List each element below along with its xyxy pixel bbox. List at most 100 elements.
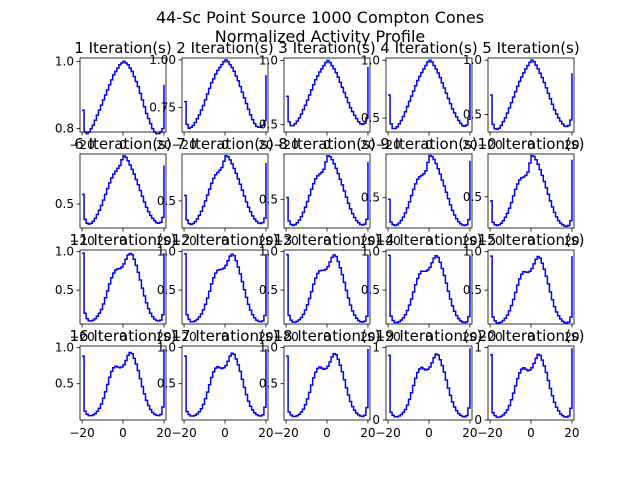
panel-17-ytick-label: 0.5 <box>157 377 176 391</box>
panel-19-frame <box>385 345 473 421</box>
panel-20-ytick-label: 0 <box>474 413 482 427</box>
panel-1-title: 1 Iteration(s) <box>74 39 171 57</box>
panel-5-ytick-label: 0.5 <box>463 108 482 122</box>
panel-14-xtick-label: −20 <box>375 330 400 344</box>
panel-12-title: 12 Iteration(s) <box>172 231 279 249</box>
panel-2-xtick-label: 20 <box>258 138 273 152</box>
panel-20-title: 20 Iteration(s) <box>478 327 585 345</box>
panel-17-xtick-label: −20 <box>171 426 196 440</box>
panel-10-frame <box>487 153 575 229</box>
panel-3-xtick-label: 0 <box>323 138 331 152</box>
panel-19-xtick-label: 0 <box>425 426 433 440</box>
panel-14-frame <box>385 249 473 325</box>
panel-14-title: 14 Iteration(s) <box>376 231 483 249</box>
panel-15-xtick-label: 0 <box>527 330 535 344</box>
panel-16-xtick-label: 20 <box>156 426 171 440</box>
panel-13-frame <box>283 249 371 325</box>
panel-11-title: 11 Iteration(s) <box>70 231 177 249</box>
panel-20-xtick-label: 20 <box>564 426 579 440</box>
panel-3-title: 3 Iteration(s) <box>278 39 375 57</box>
panel-20-frame <box>487 345 575 421</box>
panel-19-ytick-label: 1 <box>372 340 380 354</box>
panel-13-xtick-label: −20 <box>273 330 298 344</box>
panel-4-xtick-label: −20 <box>375 138 400 152</box>
panel-16-xtick-label: −20 <box>69 426 94 440</box>
panel-7-xtick-label: −20 <box>171 234 196 248</box>
panel-15-frame <box>487 249 575 325</box>
panel-2-profile-line <box>184 59 267 129</box>
panel-5-ytick-label: 1.0 <box>463 53 482 67</box>
panel-11-profile-line <box>82 252 165 322</box>
panel-13-xtick-label: 0 <box>323 330 331 344</box>
panel-8-xtick-label: 0 <box>323 234 331 248</box>
panel-1-profile-line <box>82 60 165 135</box>
panel-15-xtick-label: −20 <box>477 330 502 344</box>
panel-9-frame <box>385 153 473 229</box>
panel-1-frame <box>79 57 167 133</box>
panel-15-ytick-label: 0.5 <box>463 283 482 297</box>
panel-8-ytick-label: 0.5 <box>259 192 278 206</box>
panel-10-title: 10 Iteration(s) <box>478 135 585 153</box>
panel-16-xtick-label: 0 <box>119 426 127 440</box>
panel-15-profile-line <box>490 255 573 324</box>
figure-title-line1: 44-Sc Point Source 1000 Compton Cones <box>155 8 485 27</box>
panel-7-xtick-label: 20 <box>258 234 273 248</box>
panel-14-xtick-label: 0 <box>425 330 433 344</box>
panel-16-title: 16 Iteration(s) <box>70 327 177 345</box>
panel-11-xtick-label: 0 <box>119 330 127 344</box>
panel-7-ytick-label: 0.5 <box>157 194 176 208</box>
panel-13-profile-line <box>286 253 369 323</box>
panel-16-profile-line <box>82 348 165 417</box>
panel-15-ytick-label: 1.0 <box>463 245 482 259</box>
panel-9-title: 9 Iteration(s) <box>380 135 477 153</box>
panel-9-xtick-label: 0 <box>425 234 433 248</box>
panel-17-ytick-label: 1.0 <box>157 340 176 354</box>
panel-6-frame <box>79 153 167 229</box>
panel-20-xtick-label: −20 <box>477 426 502 440</box>
panel-8-xtick-label: −20 <box>273 234 298 248</box>
panel-5-title: 5 Iteration(s) <box>482 39 579 57</box>
panel-7-frame <box>181 153 269 229</box>
panel-9-xtick-label: 20 <box>462 234 477 248</box>
panel-2-ytick-label: 1.00 <box>149 53 176 67</box>
panel-4-ytick-label: 1.0 <box>361 53 380 67</box>
panel-14-xtick-label: 20 <box>462 330 477 344</box>
panel-3-profile-line <box>286 59 369 127</box>
panel-2-title: 2 Iteration(s) <box>176 39 273 57</box>
panel-2-xtick-label: 0 <box>221 138 229 152</box>
panel-6-title: 6 Iteration(s) <box>74 135 171 153</box>
panel-8-profile-line <box>286 154 369 227</box>
panel-11-frame <box>79 249 167 325</box>
panel-19-xtick-label: −20 <box>375 426 400 440</box>
panel-9-xtick-label: −20 <box>375 234 400 248</box>
panel-10-xtick-label: 20 <box>564 234 579 248</box>
panel-14-ytick-label: 1.0 <box>361 245 380 259</box>
panel-19-ytick-label: 0 <box>372 413 380 427</box>
panel-17-xtick-label: 20 <box>258 426 273 440</box>
panel-18-xtick-label: −20 <box>273 426 298 440</box>
panel-11-xtick-label: 20 <box>156 330 171 344</box>
panel-18-xtick-label: 20 <box>360 426 375 440</box>
panel-2-frame <box>181 57 269 133</box>
panel-3-xtick-label: 20 <box>360 138 375 152</box>
panel-1-xtick-label: −20 <box>69 138 94 152</box>
panel-4-title: 4 Iteration(s) <box>380 39 477 57</box>
panel-17-profile-line <box>184 348 267 417</box>
panel-20-profile-line <box>490 348 573 418</box>
panel-5-xtick-label: 0 <box>527 138 535 152</box>
panel-16-frame <box>79 345 167 421</box>
panel-15-xtick-label: 20 <box>564 330 579 344</box>
figure-title-line2: Normalized Activity Profile <box>214 27 426 46</box>
panel-10-xtick-label: −20 <box>477 234 502 248</box>
panel-18-xtick-label: 0 <box>323 426 331 440</box>
panel-20-xtick-label: 0 <box>527 426 535 440</box>
panel-6-profile-line <box>82 155 165 225</box>
panel-12-xtick-label: 0 <box>221 330 229 344</box>
panel-12-frame <box>181 249 269 325</box>
panel-17-title: 17 Iteration(s) <box>172 327 279 345</box>
panel-12-ytick-label: 1.0 <box>157 245 176 259</box>
panel-12-xtick-label: 20 <box>258 330 273 344</box>
panel-11-ytick-label: 0.5 <box>55 283 74 297</box>
panel-19-profile-line <box>388 348 471 418</box>
